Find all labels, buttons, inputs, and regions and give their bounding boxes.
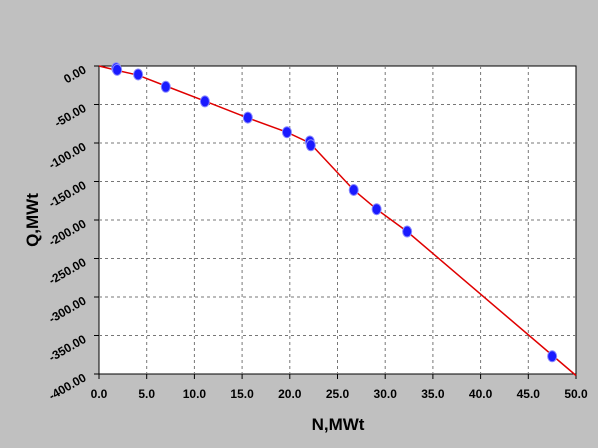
data-point [112,63,123,76]
x-tick-label: 15.0 [230,387,254,401]
y-tick-label: 0.00 [61,62,89,86]
y-axis-title: Q,MWt [23,193,42,247]
data-point [402,225,413,238]
data-point [160,80,171,93]
series [98,62,577,377]
data-point [305,139,316,152]
data-point [199,95,210,108]
x-tick-label: 40.0 [469,387,493,401]
plot-area [98,65,577,375]
x-tick-label: 50.0 [564,387,588,401]
x-tick-label: 35.0 [421,387,445,401]
x-tick-label: 10.0 [183,387,207,401]
x-tick-label: 20.0 [278,387,302,401]
x-tick-label: 5.0 [138,387,155,401]
y-tick-label: -400.00 [46,370,89,403]
y-tick-label: -300.00 [46,293,89,326]
y-tick-label: -50.00 [52,101,89,130]
x-tick-label: 30.0 [374,387,398,401]
x-tick-label: 25.0 [326,387,350,401]
x-tick-label: 45.0 [517,387,541,401]
x-tick-label: 0.0 [91,387,108,401]
data-point [547,350,558,363]
data-point [133,68,144,81]
y-tick-label: -350.00 [46,332,89,365]
y-tick-label: -150.00 [46,178,89,211]
y-tick-label: -100.00 [46,139,89,172]
y-tick-label: -200.00 [46,216,89,249]
data-point [348,183,359,196]
y-tick-label: -250.00 [46,255,89,288]
data-point [371,203,382,216]
grid [94,65,577,379]
data-point [242,111,253,124]
x-axis-title: N,MWt [312,415,365,434]
data-point [281,126,292,139]
